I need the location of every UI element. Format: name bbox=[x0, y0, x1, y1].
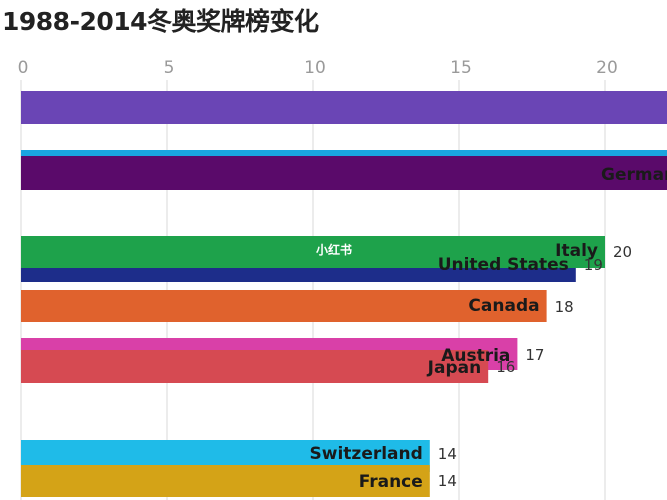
tick-label-15: 15 bbox=[450, 58, 472, 78]
bar-label-germany: Germany bbox=[601, 165, 667, 185]
watermark-logo: 小红书 bbox=[316, 242, 352, 257]
bar-label-switzerland: Switzerland bbox=[310, 444, 423, 464]
tick-label-0: 0 bbox=[18, 58, 29, 78]
chart-title: 1988-2014冬奥奖牌榜变化 bbox=[2, 7, 319, 36]
value-label-italy: 20 bbox=[613, 243, 632, 261]
value-label-switzerland: 14 bbox=[438, 445, 457, 463]
bar-series-1 bbox=[21, 91, 667, 124]
bar-series-2 bbox=[21, 150, 667, 156]
bar-label-france: France bbox=[359, 472, 423, 492]
value-label-japan: 16 bbox=[496, 358, 515, 376]
tick-label-20: 20 bbox=[596, 58, 618, 78]
bar-italy bbox=[21, 236, 605, 268]
value-label-austria: 17 bbox=[525, 346, 544, 364]
bar-label-italy: Italy bbox=[555, 241, 598, 261]
tick-label-10: 10 bbox=[304, 58, 326, 78]
value-label-canada: 18 bbox=[555, 298, 574, 316]
bar-japan bbox=[21, 350, 489, 383]
tick-label-5: 5 bbox=[164, 58, 175, 78]
bar-canada bbox=[21, 290, 547, 322]
bar-label-japan: Japan bbox=[427, 358, 482, 378]
bar-united-states bbox=[21, 268, 576, 282]
bar-label-canada: Canada bbox=[468, 296, 539, 316]
bar-label-austria: Austria bbox=[441, 346, 510, 366]
bars bbox=[21, 91, 667, 497]
bar-france bbox=[21, 465, 430, 497]
bar-germany bbox=[21, 156, 667, 190]
bar-label-united-states: United States bbox=[438, 255, 569, 275]
bar-labels: Germany Italy 20 United States 19 Canada 18 Aus… bbox=[310, 165, 667, 492]
value-label-united-states: 19 bbox=[584, 256, 603, 274]
value-label-france: 14 bbox=[438, 472, 457, 490]
x-axis-ticks: 0 5 10 15 20 bbox=[18, 58, 618, 78]
